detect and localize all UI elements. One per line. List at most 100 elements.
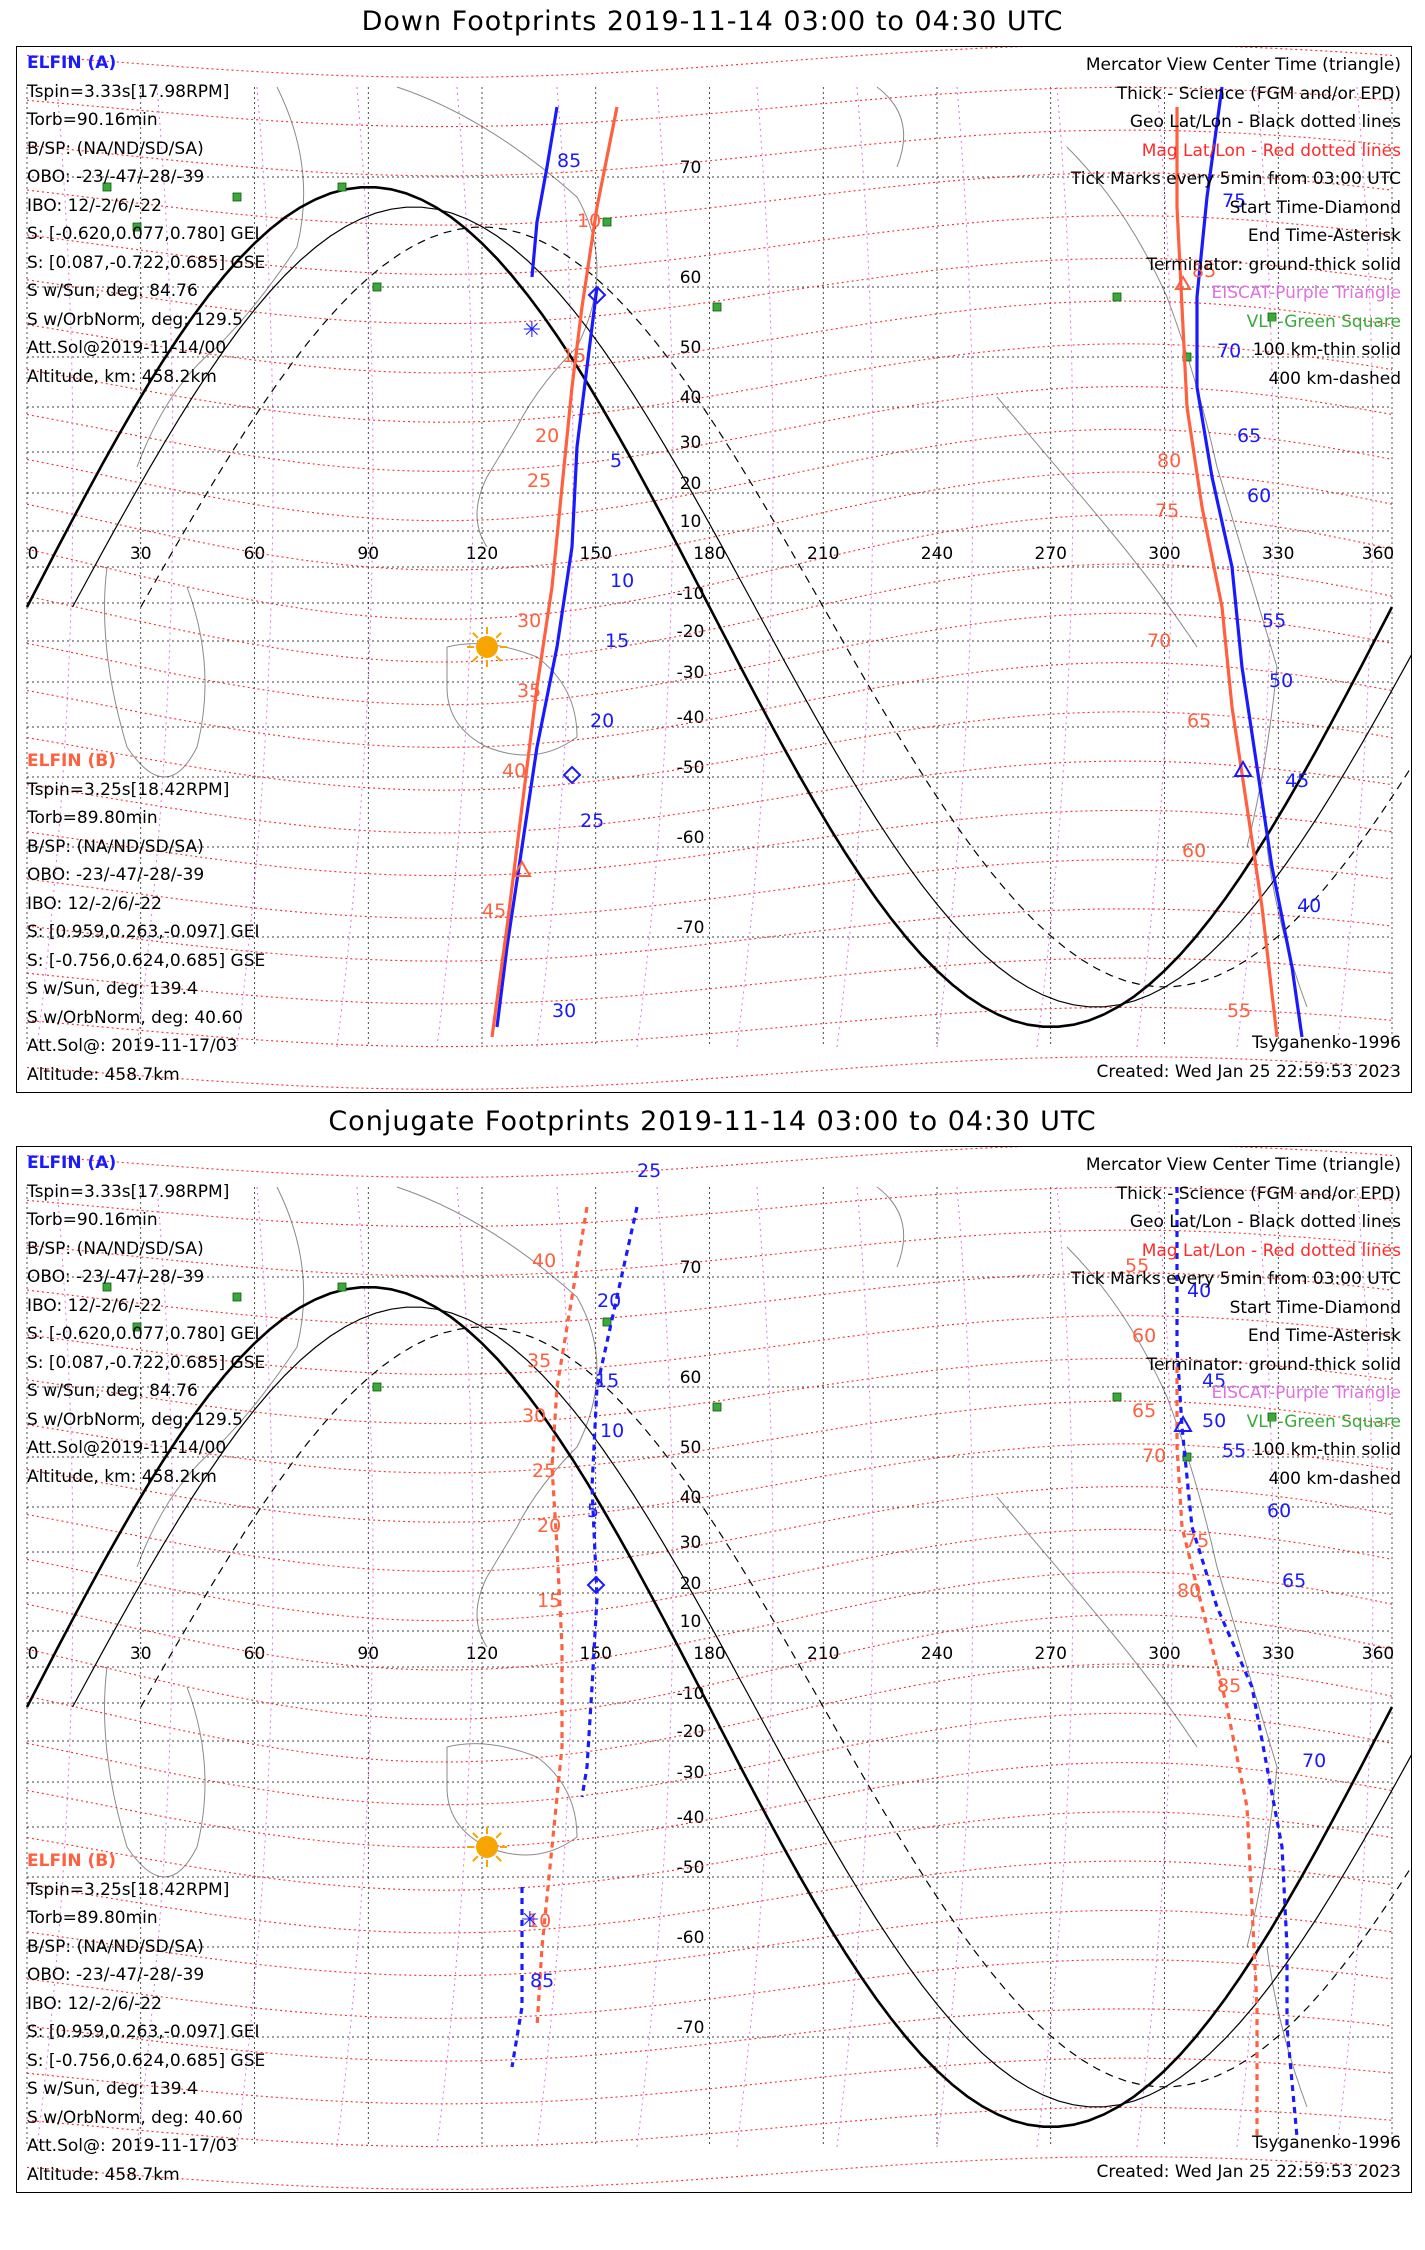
mag-lon-line: [836, 1186, 874, 2148]
probe-b-info-conjugate: ELFIN (B) Tspin=3.25s[18.42RPM] Torb=89.…: [27, 1847, 265, 2189]
probe-a-line: Torb=90.16min: [27, 1210, 158, 1230]
legend-item: 400 km-dashed: [1268, 368, 1401, 389]
track-b-tick-label: 15: [562, 345, 586, 367]
track-a-tick-label: 85: [530, 1970, 554, 1992]
mag-lon-line: [636, 86, 674, 1048]
probe-b-line: IBO: 12/-2/6/-22: [27, 893, 162, 914]
legend-item: 100 km-thin solid: [1252, 340, 1401, 360]
lat-tick-label: 40: [680, 388, 702, 408]
mag-lon-lines: [36, 86, 1374, 1048]
created-label: Created: Wed Jan 25 22:59:53 2023: [1096, 1061, 1401, 1082]
probe-b-line: B/SP: (NA/ND/SD/SA): [27, 1936, 204, 1957]
lat-tick-label: 10: [680, 512, 702, 532]
mag-lat-line: [26, 563, 1393, 663]
mag-lon-line: [936, 86, 974, 1048]
probe-a-header: ELFIN (A): [27, 1153, 117, 1173]
lat-tick-label: 20: [680, 474, 702, 494]
lon-tick-label: 150: [580, 1644, 612, 1664]
track-a-tick-label: 5: [587, 1500, 599, 1522]
terminator-100km: [71, 1306, 1411, 2108]
track-a-tick-label: 10: [600, 1420, 624, 1442]
mag-lat-line: [26, 1762, 1393, 1848]
lon-tick-label: 330: [1262, 1644, 1294, 1664]
mag-lon-line: [1236, 1186, 1274, 2148]
mag-lon-line: [436, 1186, 474, 2148]
lat-tick-label: 30: [680, 1533, 702, 1553]
lon-tick-label: 30: [130, 544, 152, 564]
map-panel-conjugate: 0 30 60 90 120 150 180 210 240 270 300 330 360 70 60 50…: [16, 1146, 1412, 2193]
probe-a-line: IBO: 12/-2/6/-22: [27, 1295, 162, 1316]
probe-a-line: S: [0.087,-0.722,0.685] GSE: [27, 252, 266, 273]
mag-lon-line: [136, 1186, 174, 2148]
vlf-station: [132, 1322, 142, 1332]
lon-tick-label: 210: [807, 544, 839, 564]
probe-a-line: Att.Sol@2019-11-14/00: [27, 1438, 227, 1458]
track-b-tick-label: 80: [1177, 1580, 1201, 1602]
track-a-tick-label: 65: [1237, 425, 1261, 447]
center-triangle: [1173, 1414, 1193, 1432]
vlf-station: [102, 1282, 112, 1292]
lon-tick-label: 90: [357, 1644, 379, 1664]
track-a-tick-label: 55: [1262, 610, 1286, 632]
lon-tick-label: 60: [244, 1644, 266, 1664]
vlf-station: [712, 1402, 722, 1412]
lat-tick-label: -10: [677, 584, 705, 604]
start-diamond: [586, 1575, 606, 1595]
sun-ray: [495, 655, 502, 662]
track-b-tick-label: 35: [517, 680, 541, 702]
mag-lon-line: [1136, 86, 1174, 1048]
track-b-tick-label: 35: [527, 1350, 551, 1372]
lat-tick-label: -20: [677, 1722, 705, 1742]
probe-a-line: S: [-0.620,0.077,0.780] GEI: [27, 1324, 260, 1344]
track-a-tick-label: 5: [610, 450, 622, 472]
track-a-west-1: [530, 106, 559, 278]
track-b-west: [490, 106, 619, 1038]
probe-b-line: OBO: -23/-47/-28/-39: [27, 1965, 205, 1985]
legend-item-mag: Mag Lat/Lon - Red dotted lines: [1141, 140, 1401, 161]
coastline-path: [136, 86, 305, 468]
lon-tick-label: 240: [921, 1644, 953, 1664]
legend-item: Terminator: ground-thick solid: [1146, 1354, 1401, 1375]
mag-lat-line: [26, 908, 1393, 962]
sun-ray: [495, 632, 502, 639]
track-b-tick-label: 15: [537, 1590, 561, 1612]
track-a-east: [1175, 1187, 1299, 2138]
lat-tick-label: -50: [677, 758, 705, 778]
legend-conjugate: Mercator View Center Time (triangle) Thi…: [1071, 1151, 1401, 1493]
legend-item: Start Time-Diamond: [1229, 197, 1401, 218]
lon-tick-label: 180: [693, 544, 725, 564]
lon-tick-label: 120: [466, 1644, 498, 1664]
coastline-path: [104, 1666, 206, 1878]
footer-conjugate: Tsyganenko-1996 Created: Wed Jan 25 22:5…: [1096, 2129, 1401, 2186]
mag-lat-line: [26, 1860, 1393, 1934]
map-panel-down: 0 30 60 90 120 150 180 210 240 270 300 330 360 70 60 50…: [16, 46, 1412, 1093]
mag-lon-line: [1336, 1186, 1374, 2148]
probe-a-line: OBO: -23/-47/-28/-39: [27, 167, 205, 187]
lat-tick-label: 70: [680, 1258, 702, 1278]
sun-disc: [476, 1836, 498, 1858]
lon-tick-label: 270: [1035, 1644, 1067, 1664]
probe-a-header: ELFIN (A): [27, 53, 117, 73]
mag-lat-line: [26, 343, 1393, 423]
footer-down: Tsyganenko-1996 Created: Wed Jan 25 22:5…: [1096, 1029, 1401, 1086]
vlf-station: [132, 222, 142, 232]
lat-tick-label: -70: [677, 2018, 705, 2038]
sun-ray: [472, 655, 479, 662]
lon-tick-label: 210: [807, 1644, 839, 1664]
probe-b-line: S w/Sun, deg: 139.4: [27, 979, 198, 999]
legend-item-vlf: VLF-Green Square: [1246, 1411, 1401, 1432]
mag-lat-line: [26, 471, 1393, 571]
track-a-tick-label: 50: [1202, 1410, 1226, 1432]
sun-icon: [467, 627, 507, 667]
lat-tick-label: -40: [677, 708, 705, 728]
start-diamond-a: [587, 285, 607, 305]
probe-b-line: Att.Sol@: 2019-11-17/03: [27, 1036, 238, 1056]
legend-item: Terminator: ground-thick solid: [1146, 254, 1401, 275]
legend-item: Thick - Science (FGM and/or EPD): [1116, 83, 1401, 104]
track-a-tick-label: 15: [605, 630, 629, 652]
lat-tick-label: 70: [680, 158, 702, 178]
track-b-tick-label: 30: [517, 610, 541, 632]
mag-lon-line: [636, 1186, 674, 2148]
sun-ray: [472, 1855, 479, 1862]
center-triangle-a: [1233, 759, 1253, 777]
